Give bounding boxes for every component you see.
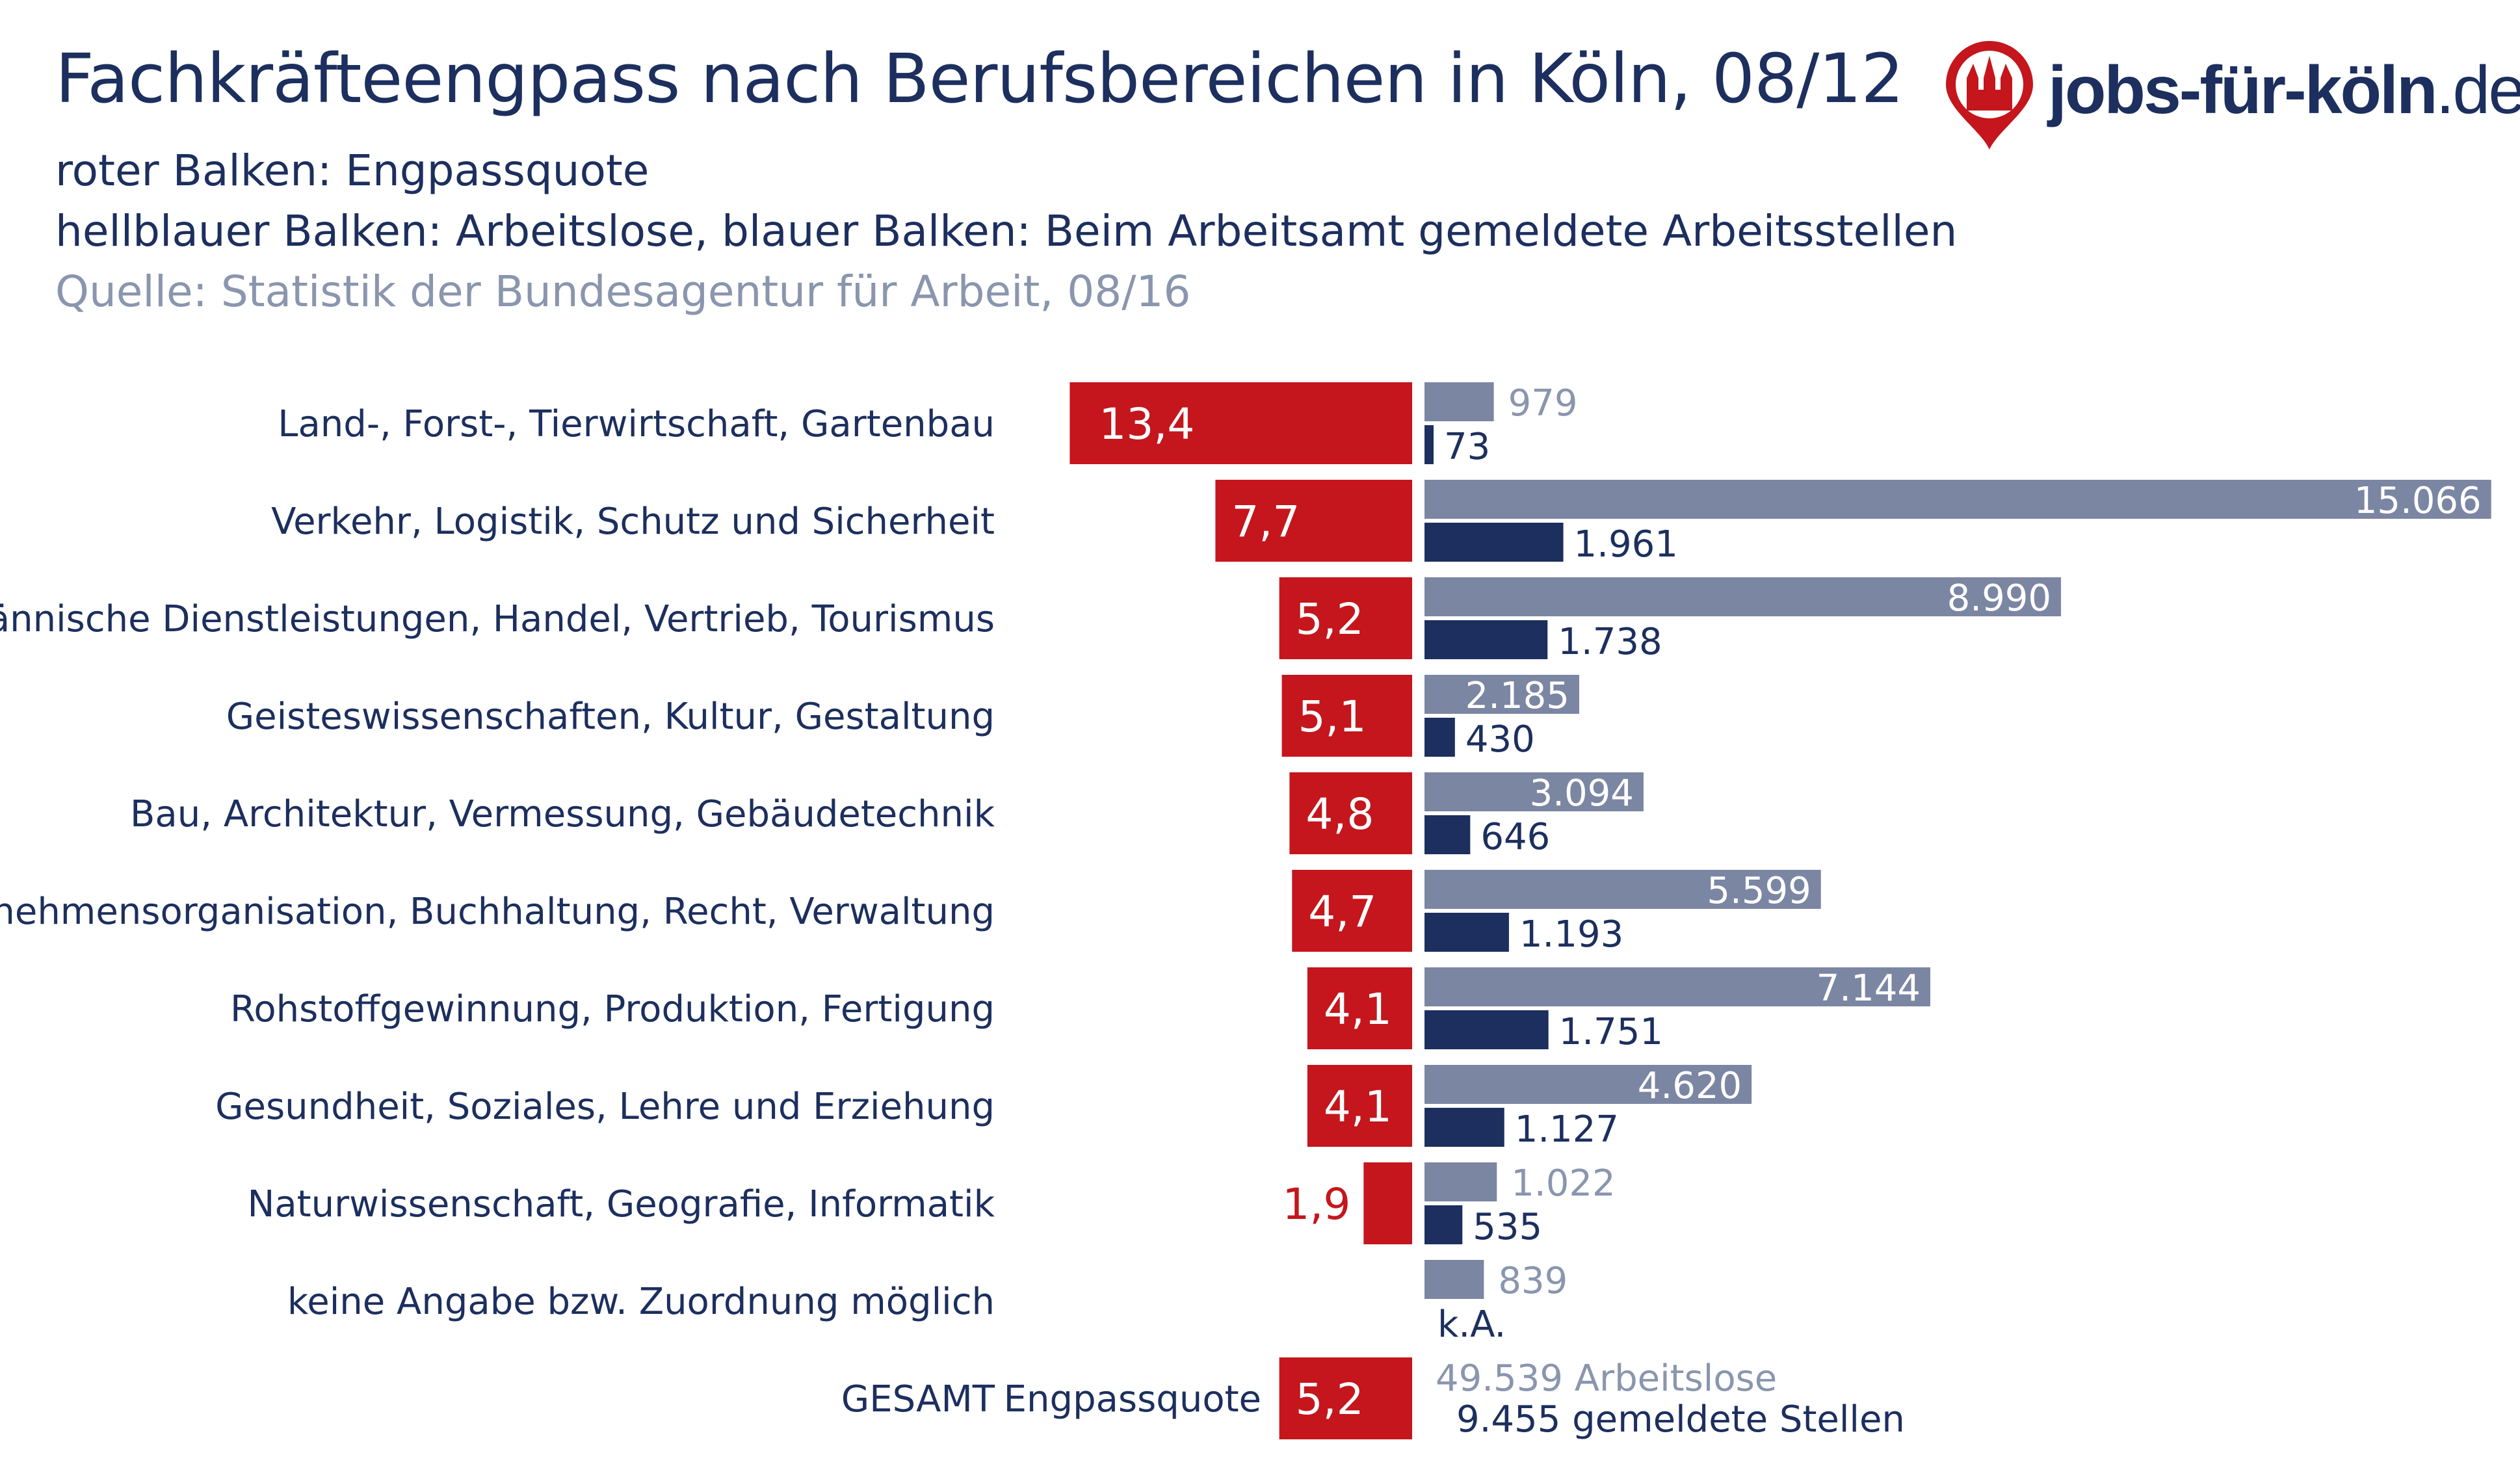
ratio-label: 5,1 xyxy=(1298,692,1367,742)
unemployed-bar[interactable] xyxy=(1424,870,1821,909)
unemployed-label: 8.990 xyxy=(1947,577,2051,620)
ratio-bar[interactable] xyxy=(1307,1065,1412,1147)
unemployed-bar[interactable] xyxy=(1424,1260,1484,1299)
category-label: Geisteswissenschaften, Kultur, Gestaltun… xyxy=(226,696,995,738)
total-label: GESAMT xyxy=(841,1378,995,1420)
jobs-bar[interactable] xyxy=(1424,523,1564,562)
jobs-bar[interactable] xyxy=(1424,913,1509,952)
unemployed-label: 979 xyxy=(1508,382,1578,425)
subtitle-bars-legend: hellblauer Balken: Arbeitslose, blauer B… xyxy=(55,206,1958,256)
ratio-bar[interactable] xyxy=(1279,577,1412,659)
ratio-label: 7,7 xyxy=(1231,497,1300,547)
total-ratio-caption: Engpassquote xyxy=(1004,1378,1261,1420)
jobs-label: 73 xyxy=(1444,426,1490,468)
jobs-bar[interactable] xyxy=(1424,425,1434,464)
ratio-bar[interactable] xyxy=(1281,675,1412,757)
ratio-bar[interactable] xyxy=(1215,480,1412,562)
ratio-bar[interactable] xyxy=(1307,967,1412,1049)
cologne-cathedral-pin-icon xyxy=(1946,40,2033,150)
ratio-label: 4,1 xyxy=(1324,984,1392,1034)
unemployed-bar[interactable] xyxy=(1424,382,1494,421)
unemployed-label: 15.066 xyxy=(2354,480,2482,522)
jobs-bar[interactable] xyxy=(1424,1108,1504,1147)
category-label: Gesundheit, Soziales, Lehre und Erziehun… xyxy=(215,1086,995,1128)
logo-name: jobs-für-köln xyxy=(2048,53,2437,128)
jobs-label: 535 xyxy=(1473,1206,1542,1248)
category-label: Naturwissenschaft, Geografie, Informatik xyxy=(247,1183,995,1225)
ratio-bar[interactable] xyxy=(1292,870,1412,952)
jobs-label: 1.738 xyxy=(1558,621,1662,663)
category-label: Kaufmännische Dienstleistungen, Handel, … xyxy=(0,598,995,640)
jobs-bar[interactable] xyxy=(1424,718,1455,757)
category-label: Land-, Forst-, Tierwirtschaft, Gartenbau xyxy=(278,403,995,445)
category-label: Verkehr, Logistik, Schutz und Sicherheit xyxy=(271,501,995,543)
jobs-label: 646 xyxy=(1480,816,1550,858)
unemployed-bar[interactable] xyxy=(1424,772,1644,811)
total-ratio-label: 5,2 xyxy=(1296,1374,1364,1424)
unemployed-label: 4.620 xyxy=(1638,1065,1742,1107)
unemployed-label: 5.599 xyxy=(1707,870,1811,912)
category-label: keine Angabe bzw. Zuordnung möglich xyxy=(287,1281,995,1323)
jobs-label: 430 xyxy=(1465,718,1535,761)
ratio-bar[interactable] xyxy=(1070,382,1412,464)
unemployed-label: 2.185 xyxy=(1465,675,1569,717)
jobs-bar[interactable] xyxy=(1424,1010,1549,1049)
total-unemployed-label: 49.539 Arbeitslose xyxy=(1436,1357,1777,1400)
category-label: Unternehmensorganisation, Buchhaltung, R… xyxy=(0,891,995,933)
jobs-label: 1.961 xyxy=(1574,523,1678,566)
unemployed-bar[interactable] xyxy=(1424,1162,1497,1201)
unemployed-bar[interactable] xyxy=(1424,1065,1752,1104)
unemployed-bar[interactable] xyxy=(1424,480,2491,519)
jobs-label: k.A. xyxy=(1437,1303,1506,1346)
jobs-label: 1.751 xyxy=(1559,1011,1663,1053)
ratio-label: 1,9 xyxy=(1282,1179,1350,1229)
unemployed-label: 3.094 xyxy=(1530,772,1634,815)
ratio-label: 5,2 xyxy=(1296,594,1364,644)
total-jobs-label: 9.455 gemeldete Stellen xyxy=(1456,1398,1905,1441)
unemployed-label: 7.144 xyxy=(1817,967,1921,1010)
jobs-bar[interactable] xyxy=(1424,1205,1463,1244)
total-ratio-bar[interactable] xyxy=(1279,1357,1412,1439)
jobs-bar[interactable] xyxy=(1424,815,1471,854)
ratio-label: 4,8 xyxy=(1306,789,1374,839)
logo-tld: .de xyxy=(2435,53,2520,128)
ratio-label: 13,4 xyxy=(1099,399,1194,449)
unemployed-bar[interactable] xyxy=(1424,675,1579,714)
subtitle-ratio-legend: roter Balken: Engpassquote xyxy=(55,146,650,196)
jobs-bar[interactable] xyxy=(1424,620,1548,659)
category-label: Bau, Architektur, Vermessung, Gebäudetec… xyxy=(130,793,995,835)
brand-logo[interactable]: jobs-für-köln.de xyxy=(1941,38,2520,155)
ratio-label: 4,1 xyxy=(1324,1082,1392,1132)
unemployed-label: 839 xyxy=(1498,1260,1568,1302)
unemployed-bar[interactable] xyxy=(1424,967,1930,1006)
jobs-label: 1.193 xyxy=(1519,913,1623,956)
ratio-label: 4,7 xyxy=(1308,887,1376,937)
unemployed-bar[interactable] xyxy=(1424,577,2062,616)
jobs-label: 1.127 xyxy=(1515,1108,1619,1151)
ratio-bar[interactable] xyxy=(1289,772,1412,854)
source-note: Quelle: Statistik der Bundesagentur für … xyxy=(55,267,1191,317)
logo-wordmark: jobs-für-köln.de xyxy=(2048,52,2520,129)
category-label: Rohstoffgewinnung, Produktion, Fertigung xyxy=(230,988,995,1030)
ratio-bar[interactable] xyxy=(1363,1162,1412,1244)
unemployed-label: 1.022 xyxy=(1511,1162,1615,1205)
page-title: Fachkräfteengpass nach Berufsbereichen i… xyxy=(55,39,1904,118)
